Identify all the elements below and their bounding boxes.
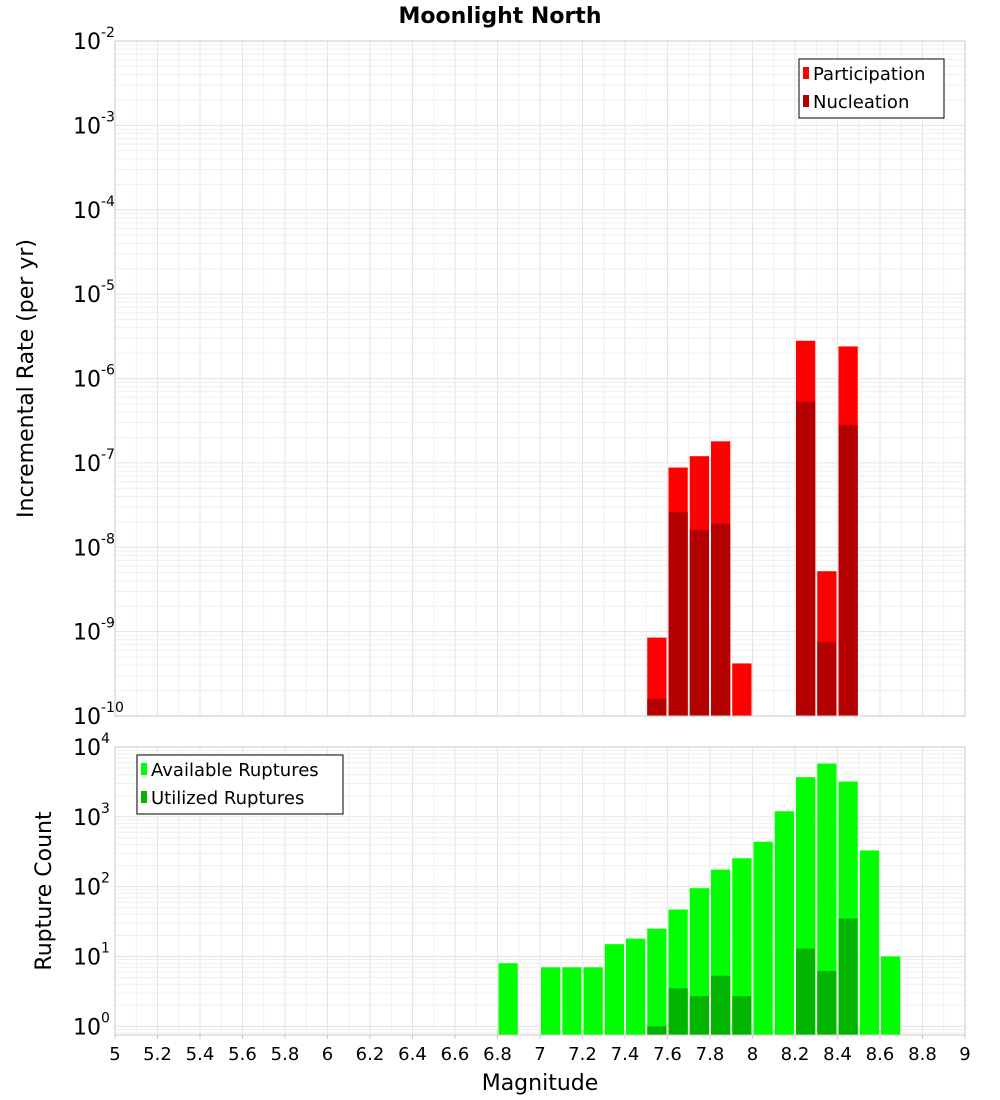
rate-plot: 10-10 10-9 10-8 10-7 10-6 10-5 10-4 10-3 10-2 Inc… — [14, 25, 966, 730]
count-bar — [541, 967, 561, 1035]
rate-bar — [689, 530, 709, 716]
x-tick-label: 8.8 — [908, 1044, 937, 1065]
rate-y-tick-label: 10-9 — [73, 616, 115, 646]
count-bar — [753, 841, 773, 1035]
x-axis-label: Magnitude — [482, 1071, 599, 1096]
count-bar — [562, 967, 582, 1035]
rate-bar — [732, 663, 752, 716]
count-bar — [881, 956, 901, 1035]
x-tick-label: 8.4 — [823, 1044, 852, 1065]
count-bar — [817, 970, 837, 1035]
rate-y-tick-label: 10-10 — [73, 700, 124, 730]
rate-y-tick-label: 10-6 — [73, 363, 115, 393]
rate-y-tick-label: 10-2 — [73, 25, 115, 55]
x-tick-label: 5.4 — [186, 1044, 215, 1065]
rate-legend-label: Nucleation — [813, 92, 909, 113]
count-y-tick-label: 102 — [73, 871, 110, 901]
x-tick-label: 5.6 — [228, 1044, 257, 1065]
chart-title: Moonlight North — [398, 4, 601, 29]
rate-y-tick-label: 10-8 — [73, 531, 115, 561]
count-bar — [711, 975, 731, 1035]
count-y-tick-label: 101 — [73, 940, 110, 970]
count-y-tick-label: 103 — [73, 801, 110, 831]
x-tick-label: 6.6 — [441, 1044, 470, 1065]
count-legend-swatch — [141, 763, 147, 775]
rate-bar — [817, 642, 837, 716]
x-tick-label: 5 — [109, 1044, 120, 1065]
count-bar — [689, 996, 709, 1035]
x-tick-label: 7.2 — [568, 1044, 597, 1065]
rate-y-tick-label: 10-3 — [73, 109, 115, 139]
count-bar — [626, 938, 646, 1035]
x-tick-label: 7.4 — [611, 1044, 640, 1065]
x-tick-label: 6 — [322, 1044, 333, 1065]
count-bar — [732, 996, 752, 1035]
rate-bar — [647, 637, 667, 716]
rate-legend-swatch — [803, 95, 809, 107]
count-bar — [796, 948, 816, 1035]
rate-y-axis-label: Incremental Rate (per yr) — [14, 239, 39, 518]
x-tick-label: 8.2 — [781, 1044, 810, 1065]
count-y-tick-label: 104 — [73, 731, 110, 761]
count-bar — [604, 944, 624, 1035]
x-tick-label: 7.6 — [653, 1044, 682, 1065]
count-bar — [647, 928, 667, 1035]
count-series-1 — [498, 763, 901, 1035]
count-legend-label: Available Ruptures — [151, 760, 319, 781]
rate-bar — [647, 698, 667, 716]
x-tick-label: 8 — [747, 1044, 758, 1065]
rate-legend: Participation Nucleation — [798, 58, 945, 119]
count-y-axis-label: Rupture Count — [32, 811, 57, 971]
x-tick-label: 6.8 — [483, 1044, 512, 1065]
rate-series-2 — [647, 401, 858, 716]
rate-y-tick-label: 10-7 — [73, 447, 115, 477]
count-legend-label: Utilized Ruptures — [151, 788, 304, 809]
rate-legend-label: Participation — [813, 64, 925, 85]
count-bar — [498, 963, 518, 1035]
x-tick-label: 9 — [959, 1044, 970, 1065]
count-bar — [668, 988, 688, 1035]
count-bar — [859, 850, 879, 1035]
rate-legend-swatch — [803, 67, 809, 79]
count-bar — [732, 858, 752, 1035]
count-bar — [647, 1026, 667, 1035]
count-bar — [817, 763, 837, 1035]
rate-y-tick-label: 10-4 — [73, 194, 115, 224]
count-y-tick-label: 100 — [73, 1010, 110, 1040]
rate-bar — [796, 401, 816, 716]
x-axis-ticks: 5 5.2 5.4 5.6 5.8 6 6.2 6.4 6.6 6.8 7 7.2 7.4 7.6 7.8 8… — [109, 1035, 971, 1065]
x-tick-label: 5.2 — [143, 1044, 172, 1065]
count-plot: 100 101 102 103 104 Rupture Count Available Ru… — [32, 731, 966, 1040]
rate-grid — [115, 41, 965, 716]
rate-bar — [711, 523, 731, 716]
x-tick-label: 6.4 — [398, 1044, 427, 1065]
count-legend-swatch — [141, 791, 147, 803]
x-tick-label: 7.8 — [696, 1044, 725, 1065]
rate-bar — [838, 425, 858, 716]
x-tick-label: 6.2 — [356, 1044, 385, 1065]
rate-bar — [668, 512, 688, 716]
x-tick-label: 5.8 — [271, 1044, 300, 1065]
count-bar — [838, 918, 858, 1035]
count-legend: Available Ruptures Utilized Ruptures — [136, 754, 344, 815]
x-tick-label: 7 — [534, 1044, 545, 1065]
count-bar — [774, 811, 794, 1035]
count-series-2 — [647, 918, 858, 1035]
x-tick-label: 8.6 — [866, 1044, 895, 1065]
count-bar — [583, 967, 603, 1035]
rate-y-tick-label: 10-5 — [73, 278, 115, 308]
